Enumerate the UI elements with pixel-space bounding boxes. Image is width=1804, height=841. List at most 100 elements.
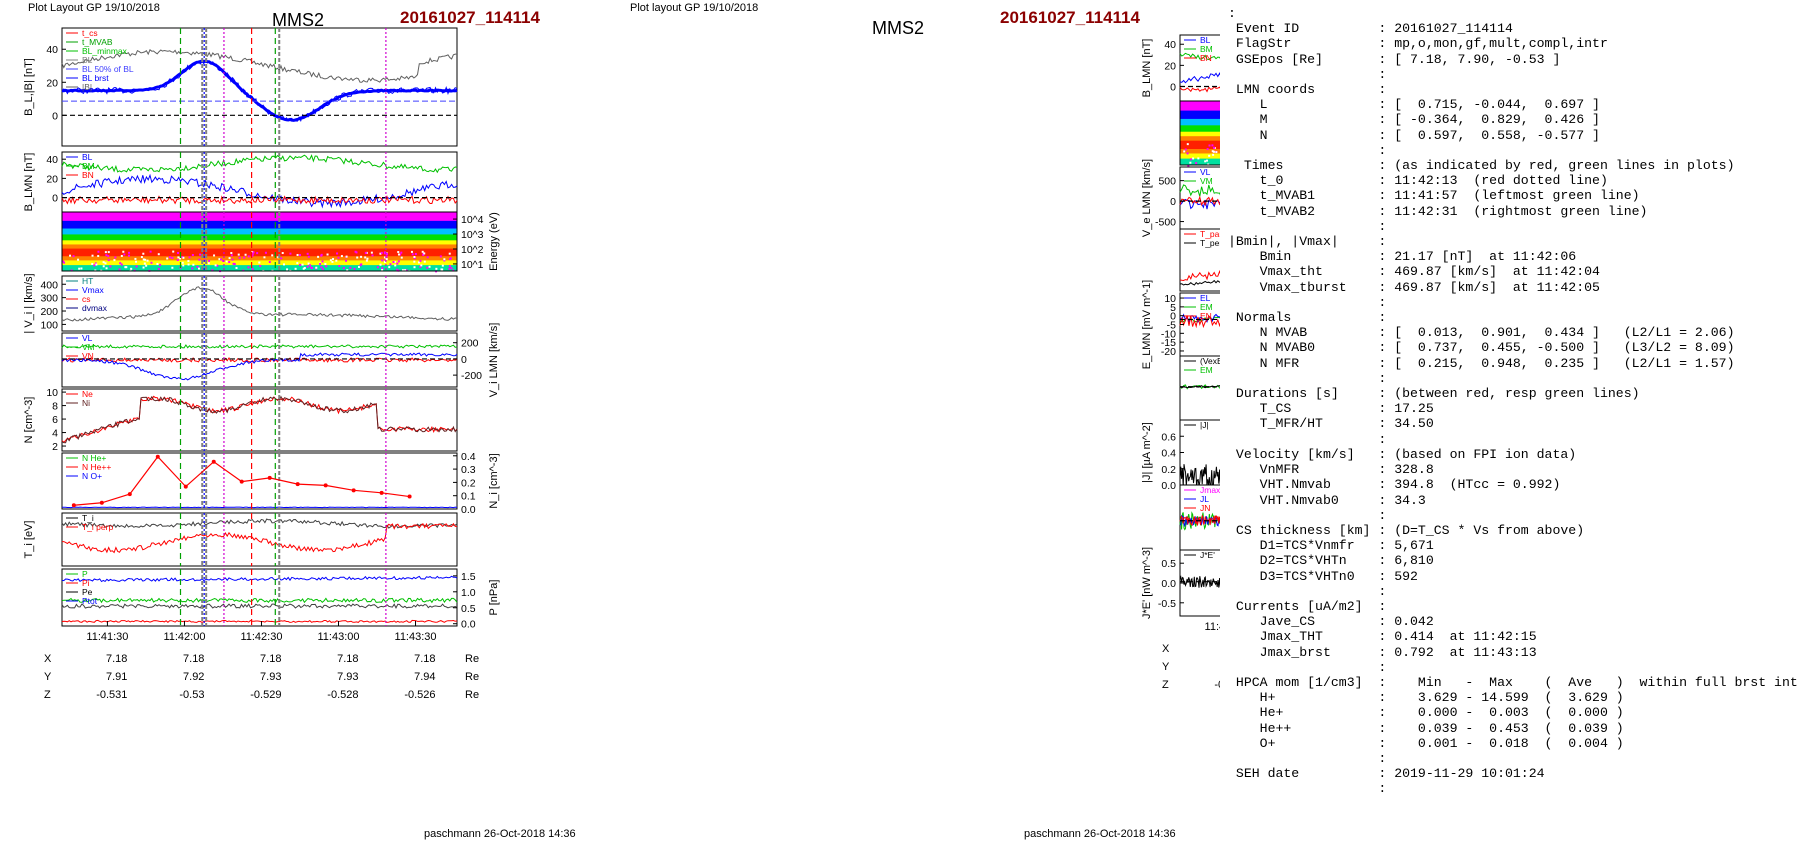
panel-7: 0.40.30.2 0.10.0 N_i [cm^-3] N He+N He++N O… (61, 451, 500, 516)
spectrogram-speckle (97, 255, 100, 258)
summary-line: CS thickness [km] : (D=T_CS * Vs from ab… (1228, 522, 1585, 538)
spectrogram-speckle (187, 260, 190, 263)
y-tick-label: 200 (40, 306, 58, 318)
spectrogram-speckle (1213, 164, 1216, 167)
spectrogram-speckle (135, 260, 138, 263)
x-tick-label: 11:42:30 (240, 631, 282, 643)
spectrogram-speckle (349, 266, 352, 269)
y-tick-label: 20 (1164, 60, 1176, 72)
spectrogram-speckle (371, 254, 374, 257)
y-tick-label: -200 (461, 370, 482, 382)
spectrogram-speckle (127, 254, 130, 257)
spectrogram-speckle (448, 265, 451, 268)
y-tick-label: 10^2 (461, 244, 484, 256)
spectrogram-speckle (91, 254, 94, 257)
spectrogram-speckle (302, 267, 305, 270)
summary-line: Jmax_brst : 0.792 at 11:43:13 (1228, 644, 1537, 660)
legend-entry: VM (82, 342, 95, 352)
y-tick-label: -500 (1155, 217, 1176, 229)
spectrogram-speckle (177, 256, 180, 259)
legend-entry: BM (1200, 44, 1213, 54)
spectrogram-speckle (383, 256, 386, 259)
ephem-value: 7.93 (260, 671, 281, 683)
spectrogram-speckle (120, 263, 123, 266)
spectrogram-speckle (420, 264, 423, 267)
y-axis-label: V_e LMN [km/s] (1141, 159, 1153, 237)
trace-BM (61, 154, 458, 174)
y-axis-label: P [nPa] (488, 580, 500, 616)
legend-entry: Ptot (82, 596, 98, 606)
legend-entry: P (82, 569, 88, 579)
spectrogram-speckle (120, 254, 123, 257)
spectrogram-speckle (128, 251, 131, 254)
legend-entry: (VexB)M (1200, 356, 1220, 366)
ephem-value: 7.18 (260, 653, 281, 665)
spectrogram-speckle (396, 262, 399, 265)
legend-entry: T_par (1200, 229, 1220, 239)
spectrogram-speckle (251, 268, 254, 271)
ephem-value: -0.531 (96, 689, 127, 701)
y-tick-label: 400 (40, 279, 58, 291)
spectrogram-speckle (1208, 154, 1211, 157)
ephem-value: 7.18 (106, 653, 127, 665)
spectrogram-speckle (303, 266, 306, 269)
spectrogram-speckle (286, 268, 289, 271)
spectrogram-speckle (340, 255, 343, 258)
legend-entry: N O+ (82, 471, 102, 481)
spectrogram-speckle (94, 269, 97, 272)
ephem-value: 7.94 (414, 671, 435, 683)
trace-Bmag (61, 49, 457, 83)
y-axis-label: J*E' [nW m^-3] (1141, 547, 1153, 619)
spectrogram-band (1180, 118, 1220, 126)
summary-line: : (1228, 142, 1387, 158)
spectrogram-speckle (308, 264, 311, 267)
summary-line: GSEpos [Re] : [ 7.18, 7.90, -0.53 ] (1228, 51, 1561, 67)
summary-line: : (1228, 781, 1387, 797)
spectrogram-speckle (400, 256, 403, 259)
spectrogram-speckle (283, 263, 286, 266)
spectrogram-speckle (392, 261, 395, 264)
summary-line: D3=TCS*VHTn0 : 592 (1228, 568, 1418, 584)
summary-line: Durations [s] : (between red, resp green… (1228, 386, 1640, 402)
spectrogram-speckle (177, 251, 180, 254)
summary-line: M : [ -0.364, 0.829, 0.426 ] (1228, 112, 1600, 128)
y-tick-label: 0.5 (1161, 558, 1176, 570)
spectrogram-speckle (94, 262, 97, 265)
y-tick-label: 0.2 (1161, 464, 1176, 476)
middle-probe-title: MMS2 (872, 18, 925, 38)
spectrogram-speckle (385, 253, 388, 256)
spectrogram-speckle (419, 259, 422, 262)
y-tick-label: 0 (1170, 81, 1176, 93)
legend-entry: T_i (82, 513, 94, 523)
spectrogram-speckle (70, 269, 73, 272)
ephem-unit: Re (465, 689, 479, 701)
spectrogram-speckle (289, 252, 292, 255)
summary-line: : (1228, 750, 1387, 766)
spectrogram-speckle (413, 260, 416, 263)
spectrogram-speckle (192, 263, 195, 266)
spectrogram-speckle (182, 256, 185, 259)
legend-entry: EN (1200, 311, 1212, 321)
legend-entry: JL (1200, 494, 1209, 504)
summary-line: H+ : 3.629 - 14.599 ( 3.629 ) (1228, 690, 1624, 706)
spectrogram-speckle (123, 253, 126, 256)
y-tick-label: 200 (461, 338, 479, 350)
spectrogram-speckle (172, 250, 175, 253)
spectrogram-speckle (181, 255, 184, 258)
spectrogram-speckle (426, 256, 429, 259)
y-tick-label: 10 (46, 387, 58, 399)
y-tick-label: 10^1 (461, 259, 484, 271)
middle-header: Plot layout GP 19/10/2018 (630, 2, 759, 14)
summary-line: : (1228, 431, 1387, 447)
spectrogram-speckle (319, 262, 322, 265)
y-axis-label: B_LMN [nT] (1141, 39, 1153, 98)
spectrogram-speckle (325, 265, 328, 268)
spectrogram-speckle (80, 267, 83, 270)
y-tick-label: 0 (1170, 311, 1176, 323)
summary-line: N MVAB0 : [ 0.737, 0.455, -0.500 ] (L3/L… (1228, 340, 1735, 356)
spectrogram-speckle (142, 252, 145, 255)
spectrogram-speckle (187, 263, 190, 266)
